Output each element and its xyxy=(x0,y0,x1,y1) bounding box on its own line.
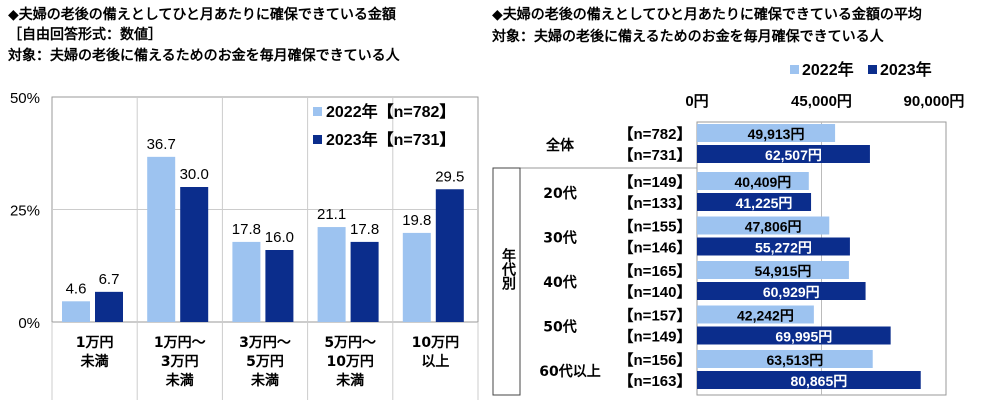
data-label: 41,225円 xyxy=(736,195,793,211)
bar-2023 xyxy=(265,250,294,322)
n-label: 【n=155】 xyxy=(619,218,692,236)
n-label: 【n=731】 xyxy=(619,146,692,164)
x-tick-label: 1万円 xyxy=(76,335,114,351)
bar-2022 xyxy=(317,227,346,322)
bar-2022 xyxy=(402,232,431,322)
right-title: ◆夫婦の老後の備えとしてひと月あたりに確保できている金額の平均 xyxy=(492,7,922,23)
data-label: 42,242円 xyxy=(737,308,794,324)
bar-2023 xyxy=(350,241,379,322)
data-label: 29.5 xyxy=(435,168,464,185)
data-label: 47,806円 xyxy=(745,219,802,235)
category-label: 40代 xyxy=(543,274,576,291)
n-label: 【n=149】 xyxy=(619,173,692,191)
left-title: ◆夫婦の老後の備えとしてひと月あたりに確保できている金額 xyxy=(8,7,396,23)
x-tick-label: 0円 xyxy=(685,93,708,110)
x-tick-label: 3万円 xyxy=(161,354,199,370)
data-label: 62,507円 xyxy=(765,147,822,163)
bar-2023 xyxy=(180,187,209,322)
data-label: 19.8 xyxy=(402,212,431,229)
n-label: 【n=140】 xyxy=(619,283,692,301)
bar-2022 xyxy=(697,261,849,279)
category-label: 20代 xyxy=(543,185,576,202)
n-label: 【n=157】 xyxy=(619,307,692,325)
data-label: 4.6 xyxy=(66,280,87,297)
data-label: 6.7 xyxy=(99,271,120,288)
category-label: 全体 xyxy=(545,137,575,154)
data-label: 55,272円 xyxy=(755,240,812,256)
bar-2023 xyxy=(697,282,866,300)
legend-label: 2023年 xyxy=(880,60,932,79)
x-tick-label: 90,000円 xyxy=(904,93,965,110)
group-box xyxy=(492,167,521,396)
bar-2022 xyxy=(697,350,873,368)
data-label: 80,865円 xyxy=(790,373,847,389)
n-label: 【n=156】 xyxy=(619,351,692,369)
n-label: 【n=165】 xyxy=(619,262,692,280)
data-label: 17.8 xyxy=(232,221,261,238)
x-tick-label: 3万円～ xyxy=(239,335,291,351)
legend-swatch xyxy=(313,135,322,144)
data-label: 60,929円 xyxy=(763,284,820,300)
data-label: 63,513円 xyxy=(766,352,823,368)
x-tick-label: 5万円 xyxy=(246,354,284,370)
bar-2022 xyxy=(232,241,261,322)
data-label: 40,409円 xyxy=(734,174,791,190)
x-tick-label: 45,000円 xyxy=(791,93,852,110)
bar-2022 xyxy=(697,305,814,324)
y-tick-label: 25% xyxy=(10,203,40,220)
x-tick-label: 10万円 xyxy=(326,354,373,370)
left-target: 対象：夫婦の老後に備えるためのお金を毎月確保できている人 xyxy=(8,48,400,64)
category-label: 50代 xyxy=(543,319,576,336)
data-label: 17.8 xyxy=(350,221,379,238)
bar-2022 xyxy=(697,124,836,142)
x-tick-label: 10万円 xyxy=(412,335,459,351)
bar-2022 xyxy=(147,156,176,322)
bar-2022 xyxy=(697,172,809,190)
data-label: 36.7 xyxy=(147,136,176,153)
bar-2023 xyxy=(697,326,891,345)
category-label: 60代以上 xyxy=(539,363,600,380)
bar-2023 xyxy=(697,237,850,256)
right-target: 対象：夫婦の老後に備えるためのお金を毎月確保できている人 xyxy=(492,29,884,45)
n-label: 【n=146】 xyxy=(619,239,692,257)
x-tick-label: 5万円～ xyxy=(324,335,376,351)
n-label: 【n=782】 xyxy=(619,125,692,143)
legend-label: 2023年【n=731】 xyxy=(326,130,455,149)
data-label: 49,913円 xyxy=(748,126,805,142)
y-tick-label: 0% xyxy=(18,315,40,332)
data-label: 69,995円 xyxy=(775,329,832,345)
n-label: 【n=133】 xyxy=(619,194,692,212)
left-subtitle: ［自由回答形式：数値］ xyxy=(8,27,162,43)
bar-2023 xyxy=(697,371,921,389)
x-tick-label: 未満 xyxy=(81,353,109,370)
bar-2022 xyxy=(697,216,830,235)
data-label: 54,915円 xyxy=(755,263,812,279)
bar-2023 xyxy=(697,193,812,211)
x-tick-label: 以上 xyxy=(421,354,449,370)
bar-2023 xyxy=(95,291,123,322)
y-tick-label: 50% xyxy=(10,90,40,107)
legend-swatch xyxy=(868,65,877,74)
category-label: 30代 xyxy=(543,230,576,247)
legend-swatch xyxy=(790,65,799,74)
n-label: 【n=149】 xyxy=(619,328,692,346)
bar-2023 xyxy=(435,189,464,322)
group-label: 年代別 xyxy=(500,248,516,290)
x-tick-label: 未満 xyxy=(336,372,364,389)
legend-swatch xyxy=(313,107,322,116)
x-tick-label: 未満 xyxy=(166,372,194,389)
legend-label: 2022年 xyxy=(802,60,854,79)
x-tick-label: 1万円～ xyxy=(154,335,206,351)
legend-label: 2022年【n=782】 xyxy=(326,102,455,121)
data-label: 16.0 xyxy=(265,229,294,246)
bar-2022 xyxy=(62,301,90,322)
n-label: 【n=163】 xyxy=(619,372,692,390)
data-label: 30.0 xyxy=(180,166,209,183)
data-label: 21.1 xyxy=(317,206,346,223)
x-tick-label: 未満 xyxy=(251,372,279,389)
bar-2023 xyxy=(697,145,870,163)
